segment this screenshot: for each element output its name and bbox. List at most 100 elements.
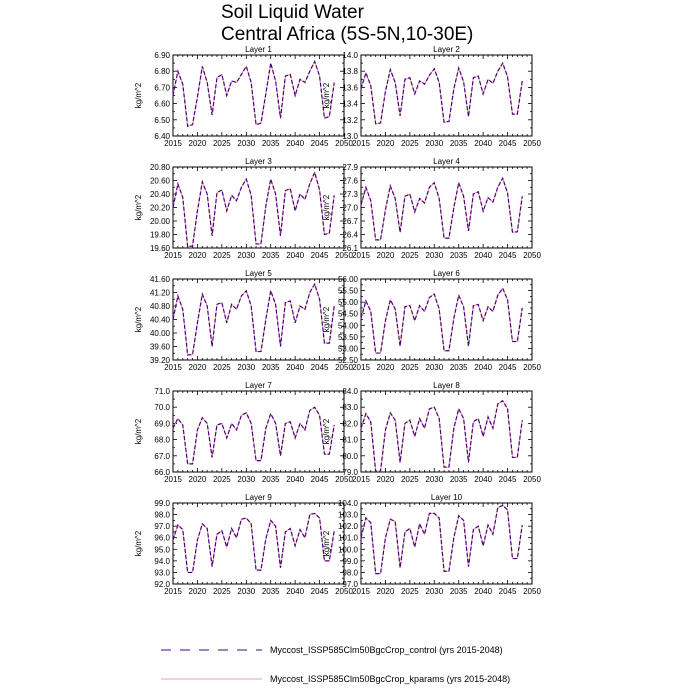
panel-layer-6-frame (360, 278, 533, 361)
panel-layer-9-xtick-label: 2030 (237, 587, 255, 596)
panel-layer-2-xtick-label: 2020 (377, 139, 395, 148)
panel-layer-9-xtick-label: 2035 (262, 587, 280, 596)
panel-layer-8-title: Layer 8 (433, 381, 460, 390)
panel-layer-5-ytick-label: 41.60 (150, 275, 171, 284)
panel-layer-10-xtick-label: 2015 (352, 587, 370, 596)
panel-layer-1-xtick-label: 2020 (189, 139, 207, 148)
panel-layer-4-xtick-label: 2020 (377, 251, 395, 260)
panel-layer-4-ytick-label: 27.0 (342, 204, 358, 213)
panel-layer-5-ytick-label: 40.80 (150, 302, 171, 311)
panel-layer-1-ytick-label: 6.90 (154, 51, 170, 60)
panel-layer-3-ytick-label: 20.60 (150, 177, 171, 186)
panel-layer-5-ytick-label: 39.60 (150, 343, 171, 352)
panel-layer-1-xtick-label: 2030 (237, 139, 255, 148)
panel-layer-1-ytick-label: 6.60 (154, 100, 170, 109)
legend-label-control: Myccost_ISSP585Clm50BgcCrop_control (yrs… (270, 645, 503, 655)
panel-layer-9-ytick-label: 97.0 (154, 522, 170, 531)
panel-grid: Layer 1 2015 2020 2025 2030 2035 2040 2045 2050 6… (134, 45, 541, 596)
panel-layer-7-xtick-label: 2015 (164, 475, 182, 484)
panel-layer-9-ytick-label: 99.0 (154, 499, 170, 508)
panel-layer-3-ytick-label: 20.80 (150, 163, 171, 172)
panel-layer-7-ylabel: kg/m^2 (134, 418, 143, 444)
panel-layer-8-xtick-label: 2015 (352, 475, 370, 484)
panel-layer-10-ytick-label: 98.0 (342, 568, 358, 577)
panel-layer-9-title: Layer 9 (245, 493, 272, 502)
panel-layer-7-ytick-label: 70.0 (154, 403, 170, 412)
panel-layer-1-xtick-label: 2040 (286, 139, 304, 148)
panel-layer-8-xtick-label: 2035 (450, 475, 468, 484)
panel-layer-7-ytick-label: 69.0 (154, 419, 170, 428)
panel-layer-2-xtick-label: 2035 (450, 139, 468, 148)
panel-layer-6-ytick-label: 53.50 (338, 333, 359, 342)
panel-layer-1-xtick-label: 2025 (213, 139, 231, 148)
panel-layer-1-xtick-label: 2045 (311, 139, 329, 148)
panel-layer-5-xtick-label: 2020 (189, 363, 207, 372)
legend: Myccost_ISSP585Clm50BgcCrop_control (yrs… (161, 645, 510, 684)
panel-layer-2-ytick-label: 13.8 (342, 67, 358, 76)
legend-label-kparams: Myccost_ISSP585Clm50BgcCrop_kparams (yrs… (270, 674, 510, 684)
panel-layer-8-ytick-label: 82.0 (342, 419, 358, 428)
panel-layer-3-ytick-label: 20.00 (150, 217, 171, 226)
panel-layer-8-ytick-label: 83.0 (342, 403, 358, 412)
panel-layer-7-xtick-label: 2045 (311, 475, 329, 484)
panel-layer-6-ytick-label: 54.00 (338, 321, 359, 330)
panel-layer-3-xtick-label: 2020 (189, 251, 207, 260)
panel-layer-6-series-control (360, 287, 523, 354)
chart-title-line1: Soil Liquid Water (221, 2, 365, 23)
panel-layer-2-ytick-label: 13.6 (342, 83, 358, 92)
panel-layer-10-xtick-label: 2040 (474, 587, 492, 596)
panel-layer-3-ytick-label: 20.40 (150, 190, 171, 199)
panel-layer-7: Layer 7 2015 2020 2025 2030 2035 2040 2045 2050 6… (134, 381, 353, 484)
panel-layer-8-ytick-label: 79.0 (342, 468, 358, 477)
panel-layer-6-xtick-label: 2045 (499, 363, 517, 372)
panel-layer-2-frame (360, 54, 533, 137)
panel-layer-6-xtick-label: 2030 (425, 363, 443, 372)
panel-layer-2-ytick-label: 13.0 (342, 132, 358, 141)
panel-layer-5-ytick-label: 40.40 (150, 316, 171, 325)
panel-layer-9-xtick-label: 2040 (286, 587, 304, 596)
panel-layer-5-ylabel: kg/m^2 (134, 306, 143, 332)
panel-layer-5-ytick-label: 40.00 (150, 329, 171, 338)
panel-layer-2-ytick-label: 13.2 (342, 116, 358, 125)
panel-layer-1-ytick-label: 6.70 (154, 83, 170, 92)
panel-layer-3-xtick-label: 2015 (164, 251, 182, 260)
panel-layer-10-ytick-label: 97.0 (342, 580, 358, 589)
panel-layer-1-title: Layer 1 (245, 45, 272, 54)
panel-layer-9-xtick-label: 2025 (213, 587, 231, 596)
panel-layer-5: Layer 5 2015 2020 2025 2030 2035 2040 2045 2050 3… (134, 269, 353, 372)
panel-layer-1-ylabel: kg/m^2 (134, 82, 143, 108)
panel-layer-5-xtick-label: 2040 (286, 363, 304, 372)
panel-layer-9-ytick-label: 92.0 (154, 580, 170, 589)
panel-layer-9-ytick-label: 95.0 (154, 545, 170, 554)
panel-layer-4-xtick-label: 2045 (499, 251, 517, 260)
panel-layer-2-xtick-label: 2015 (352, 139, 370, 148)
panel-layer-4-title: Layer 4 (433, 157, 460, 166)
panel-layer-9-xtick-label: 2020 (189, 587, 207, 596)
panel-layer-4-xtick-label: 2035 (450, 251, 468, 260)
panel-layer-4-ytick-label: 26.4 (342, 231, 358, 240)
panel-layer-8-ytick-label: 80.0 (342, 452, 358, 461)
panel-layer-6-ytick-label: 53.00 (338, 344, 359, 353)
panel-layer-6-xtick-label: 2025 (401, 363, 419, 372)
panel-layer-8-xtick-label: 2045 (499, 475, 517, 484)
panel-layer-4-series-control (360, 176, 523, 241)
panel-layer-6-ytick-label: 55.00 (338, 298, 359, 307)
panel-layer-4-xtick-label: 2040 (474, 251, 492, 260)
panel-layer-1-xtick-label: 2050 (335, 139, 353, 148)
panel-layer-8-ytick-label: 81.0 (342, 436, 358, 445)
panel-layer-3-xtick-label: 2040 (286, 251, 304, 260)
panel-layer-9-ytick-label: 96.0 (154, 534, 170, 543)
panel-layer-4-ytick-label: 26.1 (342, 244, 358, 253)
panel-layer-6-title: Layer 6 (433, 269, 460, 278)
panel-layer-3: Layer 3 2015 2020 2025 2030 2035 2040 2045 2050 1… (134, 157, 353, 260)
panel-layer-10-xtick-label: 2025 (401, 587, 419, 596)
panel-layer-4-ytick-label: 27.9 (342, 163, 358, 172)
panel-layer-5-xtick-label: 2045 (311, 363, 329, 372)
panel-layer-8-frame (360, 390, 533, 473)
panel-layer-5-title: Layer 5 (245, 269, 272, 278)
panel-layer-1-series-control (172, 59, 335, 128)
panel-layer-7-ytick-label: 68.0 (154, 436, 170, 445)
panel-layer-4-xtick-label: 2030 (425, 251, 443, 260)
